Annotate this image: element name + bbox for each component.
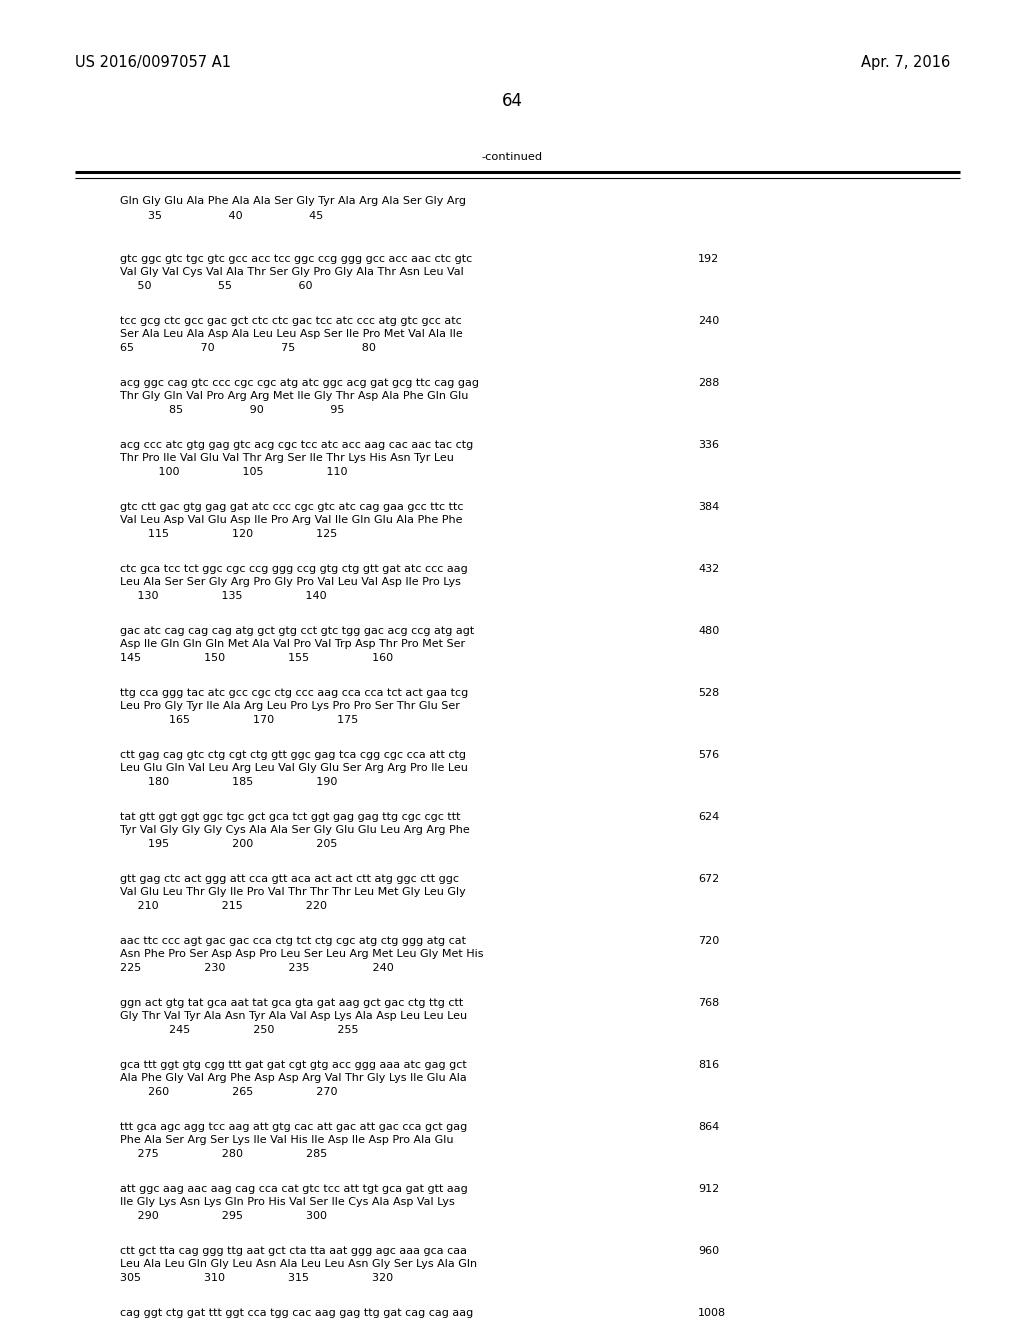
Text: 260                  265                  270: 260 265 270 [120, 1086, 338, 1097]
Text: 275                  280                  285: 275 280 285 [120, 1148, 328, 1159]
Text: 960: 960 [698, 1246, 719, 1257]
Text: Ile Gly Lys Asn Lys Gln Pro His Val Ser Ile Cys Ala Asp Val Lys: Ile Gly Lys Asn Lys Gln Pro His Val Ser … [120, 1197, 455, 1206]
Text: ctt gag cag gtc ctg cgt ctg gtt ggc gag tca cgg cgc cca att ctg: ctt gag cag gtc ctg cgt ctg gtt ggc gag … [120, 750, 466, 760]
Text: 130                  135                  140: 130 135 140 [120, 591, 327, 601]
Text: acg ccc atc gtg gag gtc acg cgc tcc atc acc aag cac aac tac ctg: acg ccc atc gtg gag gtc acg cgc tcc atc … [120, 440, 473, 450]
Text: Val Glu Leu Thr Gly Ile Pro Val Thr Thr Thr Leu Met Gly Leu Gly: Val Glu Leu Thr Gly Ile Pro Val Thr Thr … [120, 887, 466, 898]
Text: ttg cca ggg tac atc gcc cgc ctg ccc aag cca cca tct act gaa tcg: ttg cca ggg tac atc gcc cgc ctg ccc aag … [120, 688, 468, 698]
Text: tat gtt ggt ggt ggc tgc gct gca tct ggt gag gag ttg cgc cgc ttt: tat gtt ggt ggt ggc tgc gct gca tct ggt … [120, 812, 461, 822]
Text: 85                   90                   95: 85 90 95 [120, 405, 344, 414]
Text: Leu Glu Gln Val Leu Arg Leu Val Gly Glu Ser Arg Arg Pro Ile Leu: Leu Glu Gln Val Leu Arg Leu Val Gly Glu … [120, 763, 468, 774]
Text: Thr Gly Gln Val Pro Arg Arg Met Ile Gly Thr Asp Ala Phe Gln Glu: Thr Gly Gln Val Pro Arg Arg Met Ile Gly … [120, 391, 468, 401]
Text: Ala Phe Gly Val Arg Phe Asp Asp Arg Val Thr Gly Lys Ile Glu Ala: Ala Phe Gly Val Arg Phe Asp Asp Arg Val … [120, 1073, 467, 1082]
Text: acg ggc cag gtc ccc cgc cgc atg atc ggc acg gat gcg ttc cag gag: acg ggc cag gtc ccc cgc cgc atg atc ggc … [120, 378, 479, 388]
Text: Tyr Val Gly Gly Gly Cys Ala Ala Ser Gly Glu Glu Leu Arg Arg Phe: Tyr Val Gly Gly Gly Cys Ala Ala Ser Gly … [120, 825, 470, 836]
Text: 288: 288 [698, 378, 720, 388]
Text: ctc gca tcc tct ggc cgc ccg ggg ccg gtg ctg gtt gat atc ccc aag: ctc gca tcc tct ggc cgc ccg ggg ccg gtg … [120, 564, 468, 574]
Text: 165                  170                  175: 165 170 175 [120, 715, 358, 725]
Text: gca ttt ggt gtg cgg ttt gat gat cgt gtg acc ggg aaa atc gag gct: gca ttt ggt gtg cgg ttt gat gat cgt gtg … [120, 1060, 467, 1071]
Text: gtc ggc gtc tgc gtc gcc acc tcc ggc ccg ggg gcc acc aac ctc gtc: gtc ggc gtc tgc gtc gcc acc tcc ggc ccg … [120, 253, 472, 264]
Text: 672: 672 [698, 874, 719, 884]
Text: 65                   70                   75                   80: 65 70 75 80 [120, 343, 376, 352]
Text: 1008: 1008 [698, 1308, 726, 1317]
Text: Gly Thr Val Tyr Ala Asn Tyr Ala Val Asp Lys Ala Asp Leu Leu Leu: Gly Thr Val Tyr Ala Asn Tyr Ala Val Asp … [120, 1011, 467, 1020]
Text: gac atc cag cag cag atg gct gtg cct gtc tgg gac acg ccg atg agt: gac atc cag cag cag atg gct gtg cct gtc … [120, 626, 474, 636]
Text: Asn Phe Pro Ser Asp Asp Pro Leu Ser Leu Arg Met Leu Gly Met His: Asn Phe Pro Ser Asp Asp Pro Leu Ser Leu … [120, 949, 483, 960]
Text: tcc gcg ctc gcc gac gct ctc ctc gac tcc atc ccc atg gtc gcc atc: tcc gcg ctc gcc gac gct ctc ctc gac tcc … [120, 315, 462, 326]
Text: Asp Ile Gln Gln Gln Met Ala Val Pro Val Trp Asp Thr Pro Met Ser: Asp Ile Gln Gln Gln Met Ala Val Pro Val … [120, 639, 465, 649]
Text: 180                  185                  190: 180 185 190 [120, 777, 337, 787]
Text: 50                   55                   60: 50 55 60 [120, 281, 312, 290]
Text: Gln Gly Glu Ala Phe Ala Ala Ser Gly Tyr Ala Arg Ala Ser Gly Arg: Gln Gly Glu Ala Phe Ala Ala Ser Gly Tyr … [120, 195, 466, 206]
Text: ctt gct tta cag ggg ttg aat gct cta tta aat ggg agc aaa gca caa: ctt gct tta cag ggg ttg aat gct cta tta … [120, 1246, 467, 1257]
Text: Phe Ala Ser Arg Ser Lys Ile Val His Ile Asp Ile Asp Pro Ala Glu: Phe Ala Ser Arg Ser Lys Ile Val His Ile … [120, 1135, 454, 1144]
Text: Thr Pro Ile Val Glu Val Thr Arg Ser Ile Thr Lys His Asn Tyr Leu: Thr Pro Ile Val Glu Val Thr Arg Ser Ile … [120, 453, 454, 463]
Text: aac ttc ccc agt gac gac cca ctg tct ctg cgc atg ctg ggg atg cat: aac ttc ccc agt gac gac cca ctg tct ctg … [120, 936, 466, 946]
Text: Leu Ala Ser Ser Gly Arg Pro Gly Pro Val Leu Val Asp Ile Pro Lys: Leu Ala Ser Ser Gly Arg Pro Gly Pro Val … [120, 577, 461, 587]
Text: Leu Ala Leu Gln Gly Leu Asn Ala Leu Leu Asn Gly Ser Lys Ala Gln: Leu Ala Leu Gln Gly Leu Asn Ala Leu Leu … [120, 1259, 477, 1269]
Text: 384: 384 [698, 502, 719, 512]
Text: 240: 240 [698, 315, 719, 326]
Text: US 2016/0097057 A1: US 2016/0097057 A1 [75, 55, 231, 70]
Text: 195                  200                  205: 195 200 205 [120, 840, 337, 849]
Text: gtc ctt gac gtg gag gat atc ccc cgc gtc atc cag gaa gcc ttc ttc: gtc ctt gac gtg gag gat atc ccc cgc gtc … [120, 502, 464, 512]
Text: ttt gca agc agg tcc aag att gtg cac att gac att gac cca gct gag: ttt gca agc agg tcc aag att gtg cac att … [120, 1122, 467, 1133]
Text: 336: 336 [698, 440, 719, 450]
Text: 720: 720 [698, 936, 719, 946]
Text: 624: 624 [698, 812, 719, 822]
Text: 528: 528 [698, 688, 719, 698]
Text: 768: 768 [698, 998, 719, 1008]
Text: cag ggt ctg gat ttt ggt cca tgg cac aag gag ttg gat cag cag aag: cag ggt ctg gat ttt ggt cca tgg cac aag … [120, 1308, 473, 1317]
Text: 100                  105                  110: 100 105 110 [120, 467, 347, 477]
Text: gtt gag ctc act ggg att cca gtt aca act act ctt atg ggc ctt ggc: gtt gag ctc act ggg att cca gtt aca act … [120, 874, 459, 884]
Text: Ser Ala Leu Ala Asp Ala Leu Leu Asp Ser Ile Pro Met Val Ala Ile: Ser Ala Leu Ala Asp Ala Leu Leu Asp Ser … [120, 329, 463, 339]
Text: 432: 432 [698, 564, 719, 574]
Text: 816: 816 [698, 1060, 719, 1071]
Text: Leu Pro Gly Tyr Ile Ala Arg Leu Pro Lys Pro Pro Ser Thr Glu Ser: Leu Pro Gly Tyr Ile Ala Arg Leu Pro Lys … [120, 701, 460, 711]
Text: 912: 912 [698, 1184, 719, 1195]
Text: 245                  250                  255: 245 250 255 [120, 1026, 358, 1035]
Text: 145                  150                  155                  160: 145 150 155 160 [120, 653, 393, 663]
Text: 290                  295                  300: 290 295 300 [120, 1210, 327, 1221]
Text: Val Gly Val Cys Val Ala Thr Ser Gly Pro Gly Ala Thr Asn Leu Val: Val Gly Val Cys Val Ala Thr Ser Gly Pro … [120, 267, 464, 277]
Text: -continued: -continued [481, 152, 543, 162]
Text: att ggc aag aac aag cag cca cat gtc tcc att tgt gca gat gtt aag: att ggc aag aac aag cag cca cat gtc tcc … [120, 1184, 468, 1195]
Text: 115                  120                  125: 115 120 125 [120, 529, 337, 539]
Text: 864: 864 [698, 1122, 719, 1133]
Text: 64: 64 [502, 92, 522, 110]
Text: Val Leu Asp Val Glu Asp Ile Pro Arg Val Ile Gln Glu Ala Phe Phe: Val Leu Asp Val Glu Asp Ile Pro Arg Val … [120, 515, 463, 525]
Text: 305                  310                  315                  320: 305 310 315 320 [120, 1272, 393, 1283]
Text: 225                  230                  235                  240: 225 230 235 240 [120, 964, 394, 973]
Text: Apr. 7, 2016: Apr. 7, 2016 [861, 55, 950, 70]
Text: ggn act gtg tat gca aat tat gca gta gat aag gct gac ctg ttg ctt: ggn act gtg tat gca aat tat gca gta gat … [120, 998, 463, 1008]
Text: 576: 576 [698, 750, 719, 760]
Text: 35                   40                   45: 35 40 45 [120, 211, 324, 220]
Text: 210                  215                  220: 210 215 220 [120, 902, 327, 911]
Text: 480: 480 [698, 626, 719, 636]
Text: 192: 192 [698, 253, 719, 264]
